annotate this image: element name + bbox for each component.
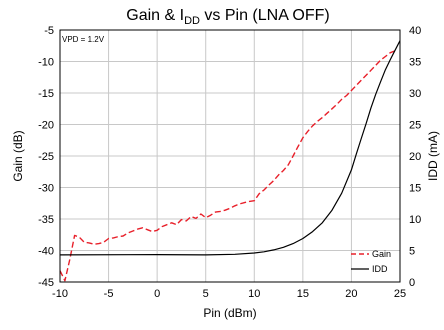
y-axis-right-title: IDD (mA) bbox=[426, 131, 440, 181]
legend-label-idd: IDD bbox=[372, 264, 388, 274]
series-line-gain bbox=[59, 50, 396, 282]
y-right-tick-label: 40 bbox=[409, 25, 421, 37]
y-right-tick-label: 30 bbox=[409, 88, 421, 100]
x-tick-label: 25 bbox=[394, 288, 406, 300]
plot-frame bbox=[59, 29, 401, 283]
y-left-tick-label: -25 bbox=[38, 151, 54, 163]
x-axis-title: Pin (dBm) bbox=[203, 306, 256, 320]
legend: Gain IDD bbox=[351, 249, 391, 274]
x-tick-label: 5 bbox=[203, 288, 209, 300]
y-right-tick-label: 0 bbox=[409, 277, 415, 289]
series-line-idd bbox=[59, 40, 401, 256]
y-left-tick-label: -20 bbox=[38, 120, 54, 132]
y-right-tick-label: 25 bbox=[409, 120, 421, 132]
y-axis-left-title: Gain (dB) bbox=[11, 130, 25, 181]
x-tick-label: 10 bbox=[248, 288, 260, 300]
y-left-tick-label: -15 bbox=[38, 88, 54, 100]
y-left-tick-label: -35 bbox=[38, 214, 54, 226]
y-left-tick-label: -45 bbox=[38, 277, 54, 289]
legend-label-gain: Gain bbox=[372, 249, 391, 259]
y-right-tick-label: 20 bbox=[409, 151, 421, 163]
gridlines bbox=[59, 29, 401, 283]
y-left-tick-label: -5 bbox=[44, 25, 54, 37]
y-right-tick-label: 10 bbox=[409, 214, 421, 226]
y-right-tick-label: 5 bbox=[409, 246, 415, 258]
y-left-tick-label: -40 bbox=[38, 246, 54, 258]
chart-title: Gain & IDD vs Pin (LNA OFF) bbox=[126, 7, 330, 27]
series-layer bbox=[59, 40, 401, 282]
y-right-tick-label: 15 bbox=[409, 183, 421, 195]
x-tick-label: 15 bbox=[297, 288, 309, 300]
y-right-tick-label: 35 bbox=[409, 57, 421, 69]
x-tick-label: 0 bbox=[154, 288, 160, 300]
y-left-tick-label: -30 bbox=[38, 183, 54, 195]
x-tick-label: 20 bbox=[345, 288, 357, 300]
x-tick-label: -5 bbox=[104, 288, 114, 300]
x-tick-label: -10 bbox=[52, 288, 68, 300]
annotation-vpd: VPD = 1.2V bbox=[62, 35, 105, 44]
tick-layer: -10 -5 0 5 10 15 20 25 -5 -10 -15 -20 -25 -30 -35 -40 -4… bbox=[38, 25, 421, 300]
y-left-tick-label: -10 bbox=[38, 57, 54, 69]
